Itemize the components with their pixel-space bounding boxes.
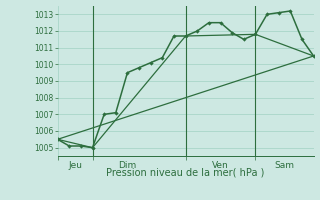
X-axis label: Pression niveau de la mer( hPa ): Pression niveau de la mer( hPa ) <box>107 167 265 177</box>
Text: Sam: Sam <box>275 161 294 170</box>
Text: Dim: Dim <box>118 161 137 170</box>
Text: Ven: Ven <box>212 161 229 170</box>
Text: Jeu: Jeu <box>68 161 82 170</box>
